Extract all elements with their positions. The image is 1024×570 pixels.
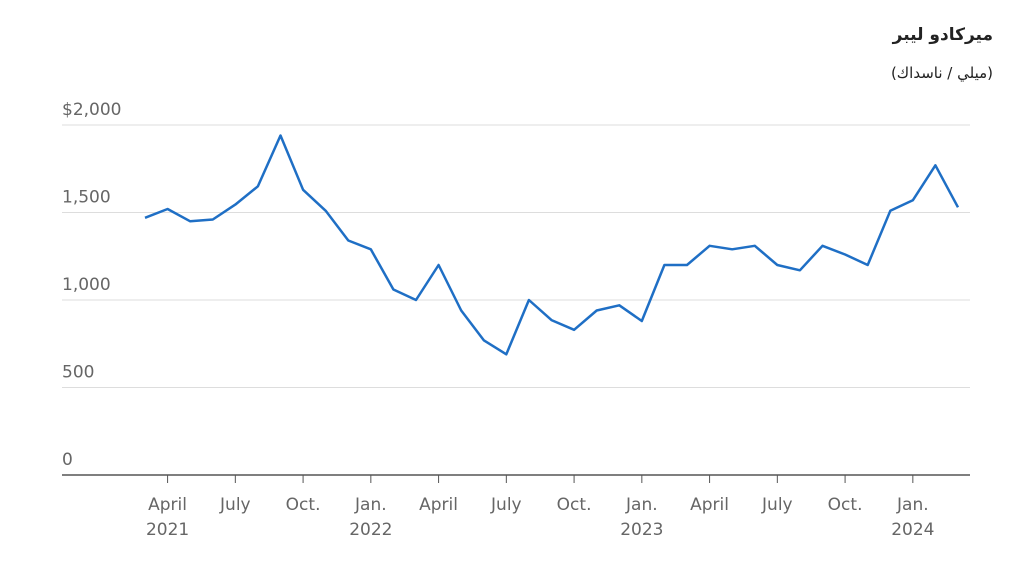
x-tick-label: Oct. [828,495,863,515]
y-tick-label: 1,000 [62,275,111,295]
x-tick-label: Jan. [896,495,929,515]
price-line [144,134,960,356]
x-tick-year: 2021 [146,520,189,540]
x-tick-label: July [490,495,522,515]
x-tick-label: Jan. [625,495,658,515]
x-tick-label: July [761,495,793,515]
chart-title: ميركادو ليبر [892,25,993,45]
x-tick-year: 2024 [891,520,934,540]
x-tick-label: Oct. [557,495,592,515]
x-tick-label: Jan. [354,495,387,515]
y-tick-label: 1,500 [62,188,111,208]
x-tick-label: Oct. [286,495,321,515]
chart-subtitle: (ميلي / ناسداك) [891,64,993,83]
x-tick-label: April [419,495,458,515]
x-tick-label: April [690,495,729,515]
x-tick-year: 2023 [620,520,663,540]
x-tick-year: 2022 [349,520,392,540]
y-tick-label: 0 [62,450,73,470]
y-tick-label: $2,000 [62,100,121,120]
y-tick-label: 500 [62,363,94,383]
x-tick-label: April [148,495,187,515]
x-tick-label: July [219,495,251,515]
